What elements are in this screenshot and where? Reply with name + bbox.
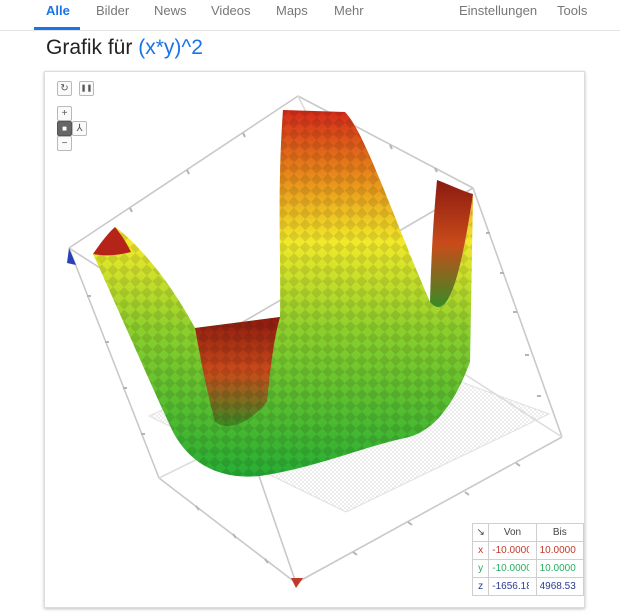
page-title: Grafik für (x*y)^2 bbox=[46, 36, 203, 60]
range-label-z: z bbox=[471, 577, 490, 596]
y-from-input[interactable] bbox=[492, 563, 530, 574]
tab-news[interactable]: News bbox=[154, 3, 187, 18]
z-from-input[interactable] bbox=[492, 581, 530, 592]
axis-marker-x bbox=[291, 578, 303, 588]
search-tabs: Alle Bilder News Videos Maps Mehr Einste… bbox=[0, 0, 620, 31]
zoom-out-button[interactable]: − bbox=[57, 136, 72, 151]
title-query[interactable]: (x*y)^2 bbox=[138, 36, 203, 59]
title-prefix: Grafik für bbox=[46, 36, 133, 59]
tab-alle[interactable]: Alle bbox=[46, 3, 70, 18]
range-label-x: x bbox=[471, 541, 490, 560]
pause-icon[interactable]: ❚❚ bbox=[79, 81, 94, 96]
range-header-from: Von bbox=[488, 523, 537, 542]
tab-tools[interactable]: Tools bbox=[557, 3, 588, 18]
tab-videos[interactable]: Videos bbox=[211, 3, 251, 18]
axis-range-table: ↘ Von Bis x y z bbox=[471, 523, 584, 596]
range-header-to: Bis bbox=[535, 523, 584, 542]
x-to-input[interactable] bbox=[539, 545, 577, 556]
tab-mehr[interactable]: Mehr bbox=[334, 3, 364, 18]
y-to-input[interactable] bbox=[539, 563, 577, 574]
zoom-in-button[interactable]: + bbox=[57, 106, 72, 121]
axis-marker-z bbox=[67, 248, 76, 265]
x-from-input[interactable] bbox=[492, 545, 530, 556]
tab-bilder[interactable]: Bilder bbox=[96, 3, 130, 18]
graph-canvas[interactable] bbox=[45, 72, 584, 607]
graph-3d-viewer[interactable]: ↻ ❚❚ + ■ ⅄ − ↘ Von Bis x y z bbox=[44, 71, 585, 608]
tab-einstellungen[interactable]: Einstellungen bbox=[459, 3, 538, 18]
camera-icon[interactable]: ■ bbox=[57, 121, 72, 136]
tab-maps[interactable]: Maps bbox=[276, 3, 308, 18]
active-tab-indicator bbox=[34, 27, 80, 30]
axes-icon[interactable]: ⅄ bbox=[72, 121, 87, 136]
reset-view-icon[interactable]: ↻ bbox=[57, 81, 72, 96]
surface-plot bbox=[67, 110, 473, 588]
z-to-input[interactable] bbox=[539, 581, 577, 592]
range-corner-icon: ↘ bbox=[471, 523, 490, 542]
range-label-y: y bbox=[471, 559, 490, 578]
